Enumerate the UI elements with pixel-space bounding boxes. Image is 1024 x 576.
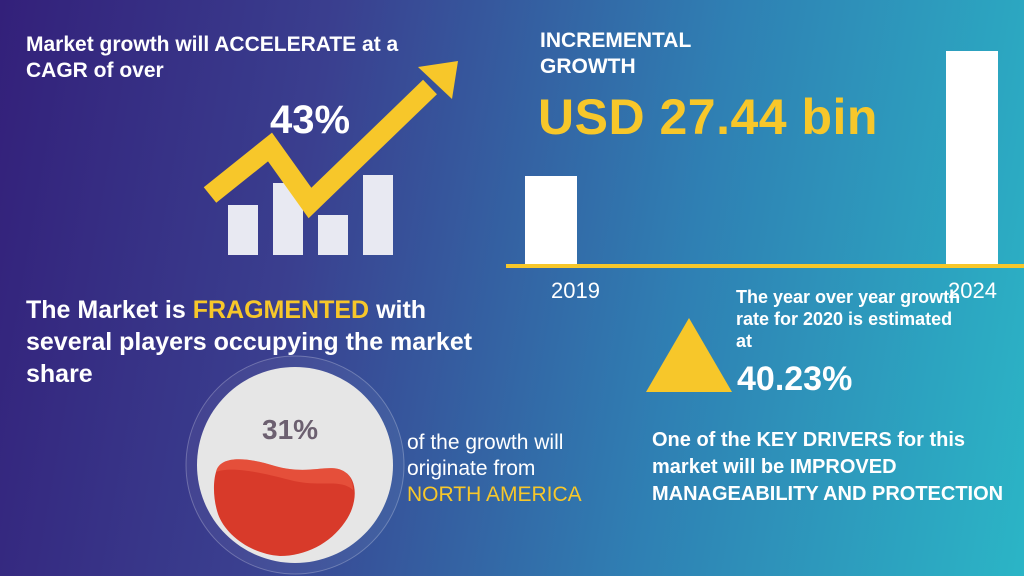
cagr-text: Market growth will ACCELERATE at a CAGR … bbox=[26, 33, 399, 82]
year-label-2019: 2019 bbox=[551, 278, 600, 303]
year-label-2024: 2024 bbox=[948, 278, 997, 303]
growth-bar bbox=[363, 175, 393, 255]
region-description: of the growth will originate from bbox=[407, 431, 564, 480]
fragmented-prefix: The Market is bbox=[26, 296, 193, 324]
year-bar-chart bbox=[506, 51, 1024, 268]
yoy-text: The year over year growth rate for 2020 … bbox=[736, 287, 961, 351]
region-text: of the growth will originate from NORTH A… bbox=[407, 430, 637, 508]
growth-bar bbox=[318, 215, 348, 255]
arrow-head bbox=[418, 61, 458, 99]
bar-2019 bbox=[525, 176, 577, 266]
fragmented-text: The Market is FRAGMENTED with several pl… bbox=[26, 294, 506, 390]
incremental-growth-value: USD 27.44 bin bbox=[538, 89, 878, 145]
fragmented-highlight: FRAGMENTED bbox=[192, 296, 370, 324]
bar-2024 bbox=[946, 51, 998, 266]
region-highlight: NORTH AMERICA bbox=[407, 483, 582, 506]
yoy-value: 40.23% bbox=[737, 360, 853, 398]
growth-arrow-icon bbox=[203, 61, 458, 255]
cagr-value: 43% bbox=[270, 98, 351, 142]
arrow-line bbox=[203, 79, 437, 219]
key-drivers-text: One of the KEY DRIVERS for this market w… bbox=[652, 429, 1004, 505]
region-share-icon bbox=[185, 355, 405, 575]
region-share-fill bbox=[213, 459, 355, 556]
incremental-growth-label: INCREMENTAL GROWTH bbox=[540, 29, 691, 78]
chart-baseline bbox=[506, 264, 1024, 268]
growth-bar bbox=[228, 205, 258, 255]
triangle-up-icon bbox=[646, 318, 732, 392]
region-share-value: 31% bbox=[262, 414, 319, 445]
fragmented-suffix: with several players occupying the marke… bbox=[26, 296, 473, 388]
